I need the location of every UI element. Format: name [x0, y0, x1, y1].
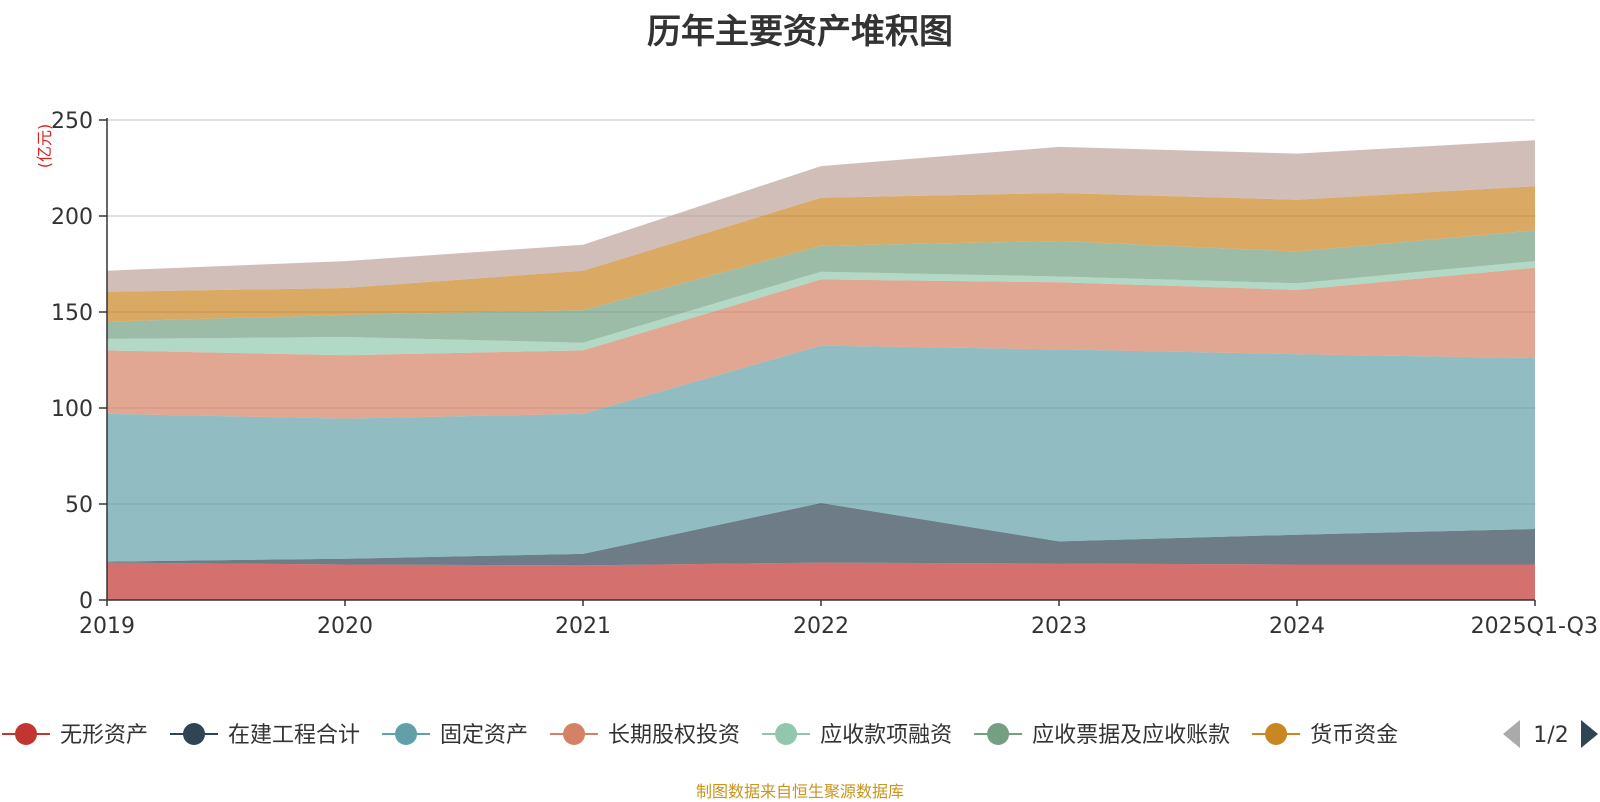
x-tick-label: 2022 [793, 614, 849, 639]
x-tick-label: 2019 [79, 614, 135, 639]
legend-label: 货币资金 [1310, 723, 1398, 748]
legend-label: 应收款项融资 [820, 723, 952, 748]
area-layer [107, 140, 1535, 600]
x-tick-label: 2024 [1269, 614, 1325, 639]
area-series-5 [107, 230, 1535, 343]
legend-item[interactable]: 无形资产 [2, 723, 148, 748]
legend-label: 固定资产 [440, 723, 528, 748]
x-tick-label: 2023 [1031, 614, 1087, 639]
y-tick-label: 50 [65, 493, 93, 518]
x-tick-label: 2020 [317, 614, 373, 639]
legend-marker-icon [775, 723, 798, 745]
y-tick-label: 0 [79, 589, 93, 614]
y-tick-label: 200 [51, 205, 93, 230]
legend-item[interactable]: 在建工程合计 [170, 723, 360, 748]
legend-item[interactable]: 固定资产 [382, 723, 528, 748]
legend-page-indicator: 1/2 [1533, 723, 1568, 748]
legend-marker-icon [15, 723, 37, 745]
legend-next-page-icon[interactable] [1581, 720, 1598, 748]
legend-label: 在建工程合计 [228, 723, 360, 748]
legend-item[interactable]: 货币资金 [1252, 723, 1398, 748]
area-series-2 [107, 345, 1535, 562]
axis-layer: 0 50 100 150 200 250 2019 2020 2021 2022 2023 2024 2… [35, 109, 1598, 639]
y-tick-label: 250 [51, 109, 93, 134]
y-unit-label: (亿元) [35, 124, 54, 169]
legend-item[interactable]: 应收票据及应收账款 [974, 723, 1230, 748]
area-series-1 [107, 503, 1535, 566]
area-series-3 [107, 267, 1535, 419]
data-source-note: 制图数据来自恒生聚源数据库 [695, 782, 904, 801]
legend-marker-icon [395, 723, 418, 745]
legend: 无形资产 在建工程合计 固定资产 长期股权投资 应收款项融资 应收票据及应收账款 货币资金 1… [2, 720, 1598, 748]
x-tick-label: 2025Q1-Q3 [1471, 614, 1598, 639]
legend-item[interactable]: 应收款项融资 [762, 723, 952, 748]
legend-marker-icon [183, 723, 206, 745]
chart-title: 历年主要资产堆积图 [647, 12, 953, 52]
legend-label: 应收票据及应收账款 [1032, 723, 1230, 748]
legend-marker-icon [563, 723, 586, 745]
legend-marker-icon [987, 723, 1010, 745]
area-series-0 [107, 562, 1535, 600]
legend-marker-icon [1265, 723, 1288, 745]
y-tick-label: 100 [51, 397, 93, 422]
legend-prev-page-icon[interactable] [1503, 720, 1520, 748]
area-series-6 [107, 186, 1535, 322]
x-tick-label: 2021 [555, 614, 611, 639]
legend-item[interactable]: 长期股权投资 [550, 723, 740, 748]
legend-label: 无形资产 [60, 723, 148, 748]
legend-label: 长期股权投资 [608, 723, 740, 748]
area-series-7 [107, 140, 1535, 292]
area-series-4 [107, 261, 1535, 356]
y-tick-label: 150 [51, 301, 93, 326]
